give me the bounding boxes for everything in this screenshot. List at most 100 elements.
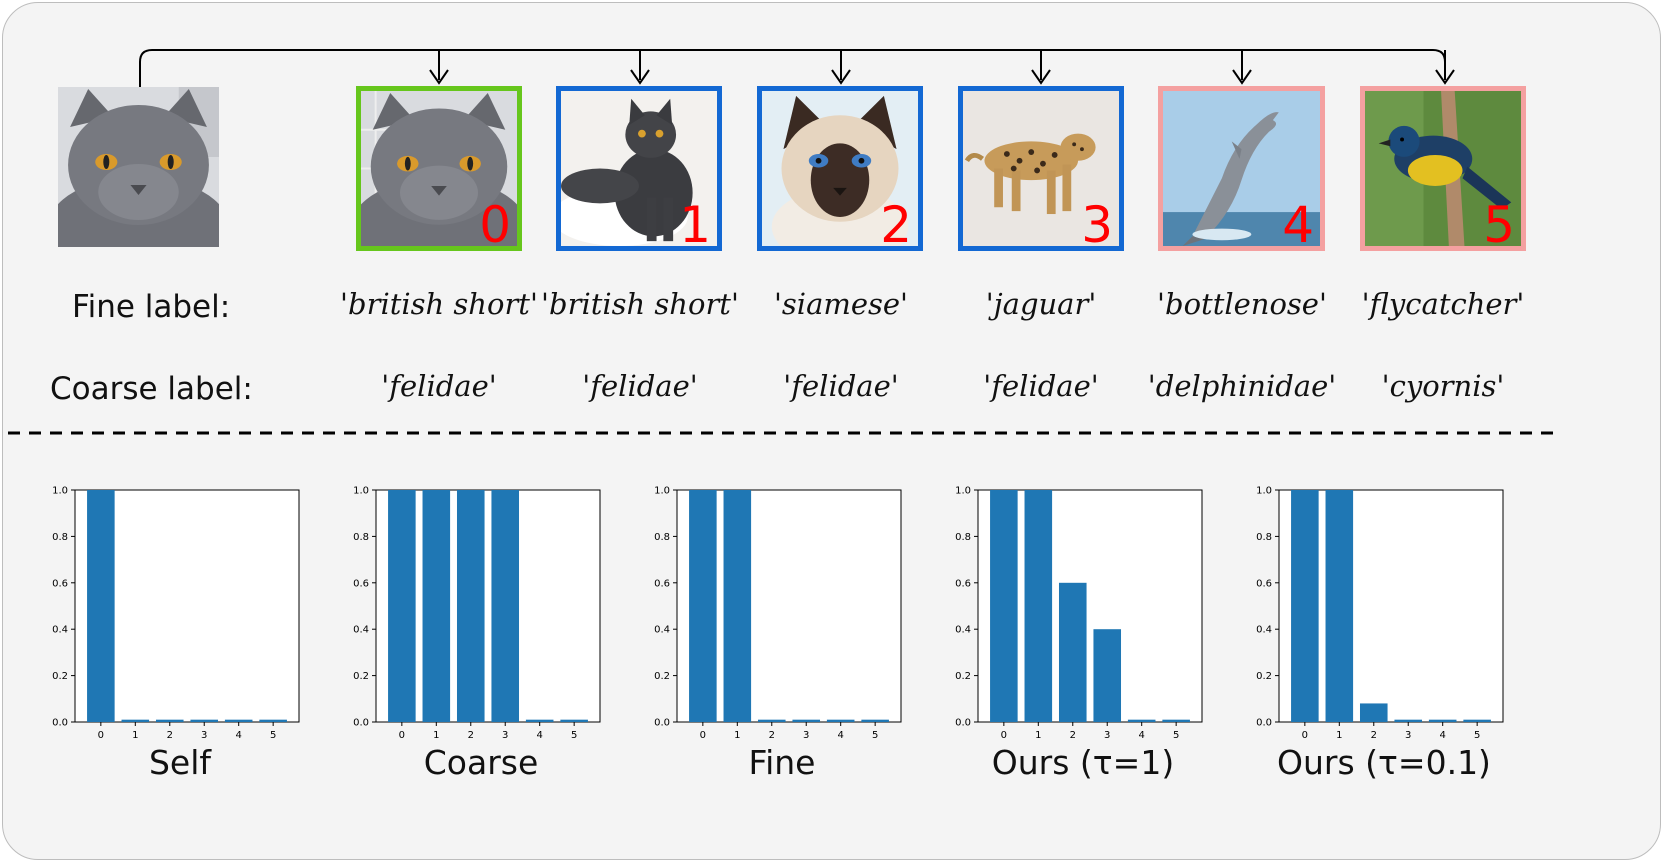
sample-image-1: 1: [556, 86, 722, 251]
x-tick-label: 2: [167, 730, 173, 741]
x-tick-label: 0: [1001, 730, 1007, 741]
x-tick-label: 4: [537, 730, 543, 741]
bar-5: [1463, 719, 1491, 722]
sample-image-0: 0: [356, 86, 522, 251]
bar-4: [1428, 719, 1457, 722]
x-tick-label: 2: [769, 730, 775, 741]
arrow-3: [1031, 50, 1051, 85]
y-tick-label: 0.0: [955, 718, 971, 729]
bar-2: [1359, 703, 1388, 722]
chart-title-fine: Fine: [748, 743, 816, 782]
x-tick-label: 5: [872, 730, 878, 741]
gray-cat-picture: [361, 91, 517, 246]
sample-image-5: 5: [1360, 86, 1526, 251]
bar-chart-1: 0.0 0.2 0.4 0.6 0.8 1.0 0 1 2 3 4 5: [353, 486, 601, 741]
bar-0: [1291, 490, 1319, 722]
rank-number-5: 5: [1483, 196, 1515, 251]
bar-chart-0: 0.0 0.2 0.4 0.6 0.8 1.0 0 1 2 3 4 5: [52, 486, 300, 741]
fine-label-2: 'siamese': [773, 287, 909, 321]
coarse-label-1: 'felidae': [582, 369, 698, 403]
fine-label-4: 'bottlenose': [1157, 287, 1327, 321]
bar-2: [456, 490, 485, 722]
siamese-cat-picture: [762, 91, 918, 246]
coarse-label-3: 'felidae': [983, 369, 1099, 403]
x-tick-label: 4: [1440, 730, 1446, 741]
x-tick-label: 0: [700, 730, 706, 741]
coarse-label-5: 'cyornis': [1381, 369, 1505, 403]
y-tick-label: 0.0: [52, 718, 68, 729]
y-tick-label: 0.6: [955, 578, 971, 589]
bar-3: [1394, 719, 1423, 722]
bar-5: [861, 719, 889, 722]
x-tick-label: 5: [571, 730, 577, 741]
y-tick-label: 1.0: [654, 486, 670, 497]
bar-chart-4: 0.0 0.2 0.4 0.6 0.8 1.0 0 1 2 3 4 5: [1256, 486, 1504, 741]
y-tick-label: 0.8: [52, 532, 68, 543]
y-tick-label: 1.0: [353, 486, 369, 497]
x-tick-label: 5: [270, 730, 276, 741]
y-tick-label: 0.4: [955, 625, 971, 636]
bar-1: [1325, 490, 1354, 722]
arrow-4: [1232, 50, 1252, 85]
x-tick-label: 1: [1035, 730, 1041, 741]
y-tick-label: 0.0: [353, 718, 369, 729]
query-image: [58, 87, 219, 247]
sample-image-4: 4: [1158, 86, 1325, 251]
bar-4: [525, 719, 554, 722]
bar-5: [259, 719, 287, 722]
bar-5: [560, 719, 588, 722]
bar-2: [1058, 582, 1087, 722]
x-tick-label: 4: [838, 730, 844, 741]
rank-number-3: 3: [1081, 196, 1113, 251]
arrow-5: [1435, 50, 1455, 85]
bird-picture: [1365, 91, 1521, 246]
fine-label-heading: Fine label:: [72, 289, 231, 325]
x-tick-label: 4: [236, 730, 242, 741]
x-tick-label: 3: [502, 730, 508, 741]
x-tick-label: 1: [132, 730, 138, 741]
y-tick-label: 0.8: [353, 532, 369, 543]
x-tick-label: 1: [734, 730, 740, 741]
bar-3: [491, 490, 520, 722]
y-tick-label: 0.4: [1256, 625, 1272, 636]
bar-0: [689, 490, 717, 722]
x-tick-label: 2: [468, 730, 474, 741]
x-tick-label: 2: [1070, 730, 1076, 741]
bar-0: [388, 490, 416, 722]
bar-0: [87, 490, 115, 722]
y-tick-label: 0.6: [52, 578, 68, 589]
y-tick-label: 0.6: [353, 578, 369, 589]
y-tick-label: 0.4: [654, 625, 670, 636]
y-tick-label: 0.8: [654, 532, 670, 543]
y-tick-label: 0.0: [1256, 718, 1272, 729]
x-tick-label: 2: [1371, 730, 1377, 741]
coarse-label-4: 'delphinidae': [1147, 369, 1337, 403]
y-tick-label: 1.0: [52, 486, 68, 497]
arrow-0: [429, 50, 449, 85]
bar-3: [792, 719, 821, 722]
arrow-1: [630, 50, 650, 85]
x-tick-label: 3: [803, 730, 809, 741]
x-tick-label: 5: [1173, 730, 1179, 741]
bar-chart-2: 0.0 0.2 0.4 0.6 0.8 1.0 0 1 2 3 4 5: [654, 486, 902, 741]
y-tick-label: 0.4: [52, 625, 68, 636]
sample-image-2: 2: [757, 86, 923, 251]
bar-3: [1093, 629, 1122, 722]
y-tick-label: 0.2: [654, 671, 670, 682]
chart-title-self: Self: [148, 743, 212, 782]
bar-4: [224, 719, 253, 722]
gray-cat-sitting-picture: [561, 91, 717, 246]
y-tick-label: 0.6: [1256, 578, 1272, 589]
rank-number-2: 2: [880, 196, 912, 251]
y-tick-label: 0.2: [955, 671, 971, 682]
fine-label-3: 'jaguar': [985, 287, 1097, 321]
y-tick-label: 0.4: [353, 625, 369, 636]
chart-title-ours-tau-0-1: Ours (τ=0.1): [1277, 743, 1491, 782]
x-tick-label: 1: [433, 730, 439, 741]
y-tick-label: 0.2: [52, 671, 68, 682]
jaguar-picture: [963, 91, 1119, 246]
x-tick-label: 0: [98, 730, 104, 741]
y-tick-label: 0.2: [1256, 671, 1272, 682]
